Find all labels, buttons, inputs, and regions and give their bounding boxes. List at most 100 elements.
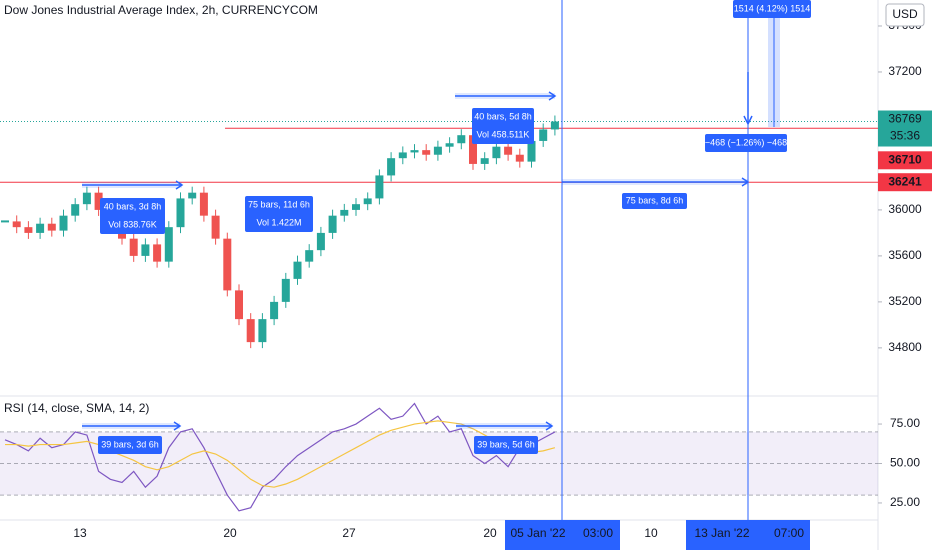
measure-label-box: [622, 193, 687, 209]
y-tick-label: 35200: [888, 294, 922, 308]
measure-label: 39 bars, 3d 6h: [101, 439, 159, 449]
candle: [223, 238, 232, 291]
measure-label-box: [733, 0, 811, 18]
candle: [550, 121, 559, 130]
candle: [492, 146, 501, 159]
y-tick-label: 35600: [888, 248, 922, 262]
candle: [211, 215, 220, 239]
arrow: [548, 91, 557, 101]
cursor-label-box: [505, 520, 620, 550]
candle: [141, 244, 150, 256]
measure-label: Vol 838.76K: [108, 219, 157, 229]
candle: [199, 192, 208, 216]
candle: [246, 319, 255, 343]
candle: [539, 129, 548, 141]
measure-label-box: [705, 134, 787, 152]
arrow: [175, 180, 184, 190]
x-tick-label: 10: [644, 526, 658, 540]
measure-label-box: [100, 198, 165, 234]
candle: [469, 135, 477, 164]
measure-label: 39 bars, 5d 6h: [477, 439, 535, 449]
hline-label: 36241: [888, 174, 922, 188]
candle: [305, 250, 314, 262]
last-price-label: 36769: [888, 112, 922, 126]
candle: [328, 215, 337, 233]
candle: [480, 158, 489, 164]
rsi-line: [4, 402, 556, 512]
candle: [281, 278, 290, 302]
y-tick-label: 37200: [888, 64, 922, 78]
candle: [445, 143, 454, 147]
candle: [515, 154, 524, 162]
candle: [153, 244, 162, 262]
candle: [422, 150, 431, 155]
cursor-date: 05 Jan '22: [510, 526, 565, 540]
measure-label: 40 bars, 3d 8h: [104, 201, 162, 211]
measure-label-box: [245, 196, 313, 232]
measure-label-box: [472, 108, 534, 144]
candle: [36, 223, 45, 233]
candle: [12, 221, 21, 228]
candle: [504, 146, 513, 155]
candle: [176, 198, 185, 228]
x-tick-label: 20: [483, 526, 497, 540]
candle: [527, 140, 536, 162]
candle: [1, 220, 9, 223]
candle: [164, 227, 173, 262]
candle: [433, 146, 442, 155]
measure-label: 1514 (4.12%) 1514: [734, 3, 811, 13]
measure-label-box: [98, 436, 162, 454]
currency-box: [885, 3, 925, 27]
measure-label: 75 bars, 11d 6h: [248, 199, 310, 209]
arrow: [743, 115, 753, 126]
measure-label: 40 bars, 5d 8h: [474, 111, 532, 121]
y-tick-label: 36000: [888, 202, 922, 216]
measure-label-box: [474, 436, 538, 454]
y-tick-label: 50.00: [890, 456, 920, 470]
y-tick-label: 25.00: [890, 495, 920, 509]
candle: [340, 209, 349, 216]
arrow: [545, 421, 554, 431]
y-tick-label: 75.00: [890, 416, 920, 430]
candle: [188, 192, 197, 199]
candle: [47, 223, 56, 231]
hline-label-box: [878, 173, 932, 192]
cursor-date: 13 Jan '22: [694, 526, 749, 540]
candle: [129, 238, 138, 256]
currency-label: USD: [892, 7, 918, 21]
cursor-label-box: [686, 520, 810, 550]
cursor-time: 07:00: [774, 526, 804, 540]
candle: [457, 135, 466, 144]
candle: [71, 204, 80, 216]
candle: [363, 198, 372, 205]
last-price-box: [878, 110, 932, 147]
measure-label: −468 (−1.26%) −468: [705, 137, 787, 147]
candle: [316, 232, 325, 251]
x-tick-label: 27: [342, 526, 356, 540]
candle: [94, 192, 103, 210]
candle: [270, 301, 279, 320]
hline-label-box: [878, 151, 932, 170]
candle: [352, 204, 360, 210]
x-tick-label: 20: [223, 526, 237, 540]
candle: [410, 150, 419, 153]
measure-label: Vol 458.511K: [477, 129, 530, 139]
arrow: [173, 421, 182, 431]
rsi-line: [5, 420, 556, 488]
measure-label: Vol 1.422M: [256, 217, 301, 227]
y-tick-label: 34800: [888, 340, 922, 354]
candle: [398, 152, 407, 159]
candle: [258, 319, 267, 343]
hline-label: 36710: [888, 152, 922, 166]
candle: [387, 158, 396, 176]
measure-label: 75 bars, 8d 6h: [626, 195, 684, 205]
candle: [59, 215, 68, 231]
arrow: [741, 177, 750, 187]
candle: [82, 192, 91, 205]
rsi-title: RSI (14, close, SMA, 14, 2): [4, 401, 149, 415]
candle: [235, 290, 243, 320]
candle: [375, 175, 384, 199]
cursor-time: 03:00: [583, 526, 613, 540]
